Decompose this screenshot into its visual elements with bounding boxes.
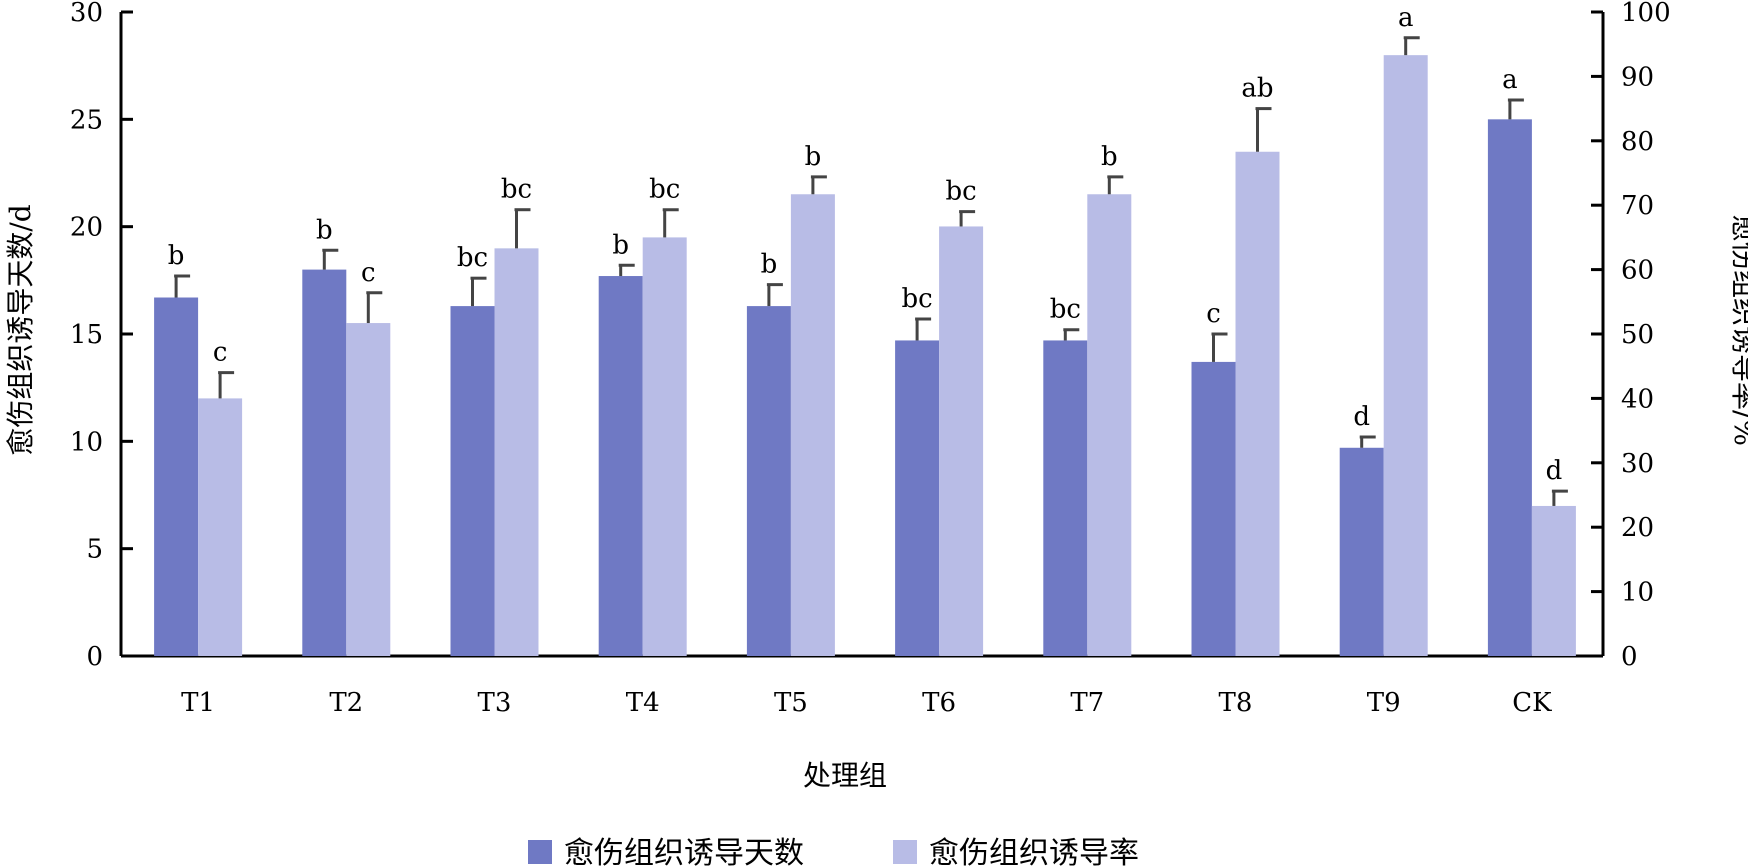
x-tick-label: T8 (1219, 688, 1253, 718)
x-tick-label: T9 (1367, 688, 1401, 718)
legend-swatch-days (528, 840, 552, 864)
legend-swatch-rate (893, 840, 917, 864)
significance-label: bc (1050, 295, 1081, 325)
significance-label: b (805, 142, 822, 172)
bar (1191, 361, 1236, 656)
x-tick-label: T4 (626, 688, 660, 718)
significance-label: b (1101, 142, 1118, 172)
significance-label: bc (649, 175, 680, 205)
significance-label: b (612, 230, 629, 260)
significance-label: c (213, 338, 228, 368)
x-tick-label: T1 (181, 688, 215, 718)
significance-label: c (361, 258, 376, 288)
y-tick-label-right: 40 (1621, 384, 1654, 414)
x-tick-label: CK (1512, 688, 1552, 718)
legend-label-days: 愈伤组织诱导天数 (564, 836, 804, 868)
bar (154, 297, 199, 656)
significance-label: b (761, 250, 778, 280)
y-tick-label-left: 10 (70, 427, 103, 457)
bar (346, 323, 391, 656)
bar (1531, 505, 1576, 656)
x-tick-label: T3 (478, 688, 512, 718)
y-tick-label-right: 20 (1621, 513, 1654, 543)
x-tick-label: T2 (329, 688, 363, 718)
significance-label: bc (501, 175, 532, 205)
y-tick-label-right: 80 (1621, 127, 1654, 157)
significance-label: c (1206, 299, 1221, 329)
y-tick-label-left: 25 (70, 105, 103, 135)
significance-label: ab (1241, 74, 1273, 104)
significance-label: bc (945, 177, 976, 207)
significance-label: b (316, 215, 333, 245)
bar (494, 248, 539, 656)
bar (1043, 340, 1088, 656)
y-tick-label-right: 70 (1621, 191, 1654, 221)
bar (598, 276, 643, 656)
y-tick-label-right: 10 (1621, 578, 1654, 608)
bar (895, 340, 940, 656)
y-tick-label-left: 20 (70, 213, 103, 243)
significance-label: a (1502, 65, 1518, 95)
y-tick-label-left: 0 (86, 642, 103, 672)
significance-label: bc (457, 243, 488, 273)
tick-labels: 0 5 10 15 20 25 30 0 10 20 30 40 50 60 70 80 90 100 T1 T2 T3… (70, 0, 1671, 718)
y-tick-label-right: 30 (1621, 449, 1654, 479)
y-tick-label-left: 30 (70, 0, 103, 28)
significance-label: d (1546, 456, 1563, 486)
bar (198, 398, 243, 656)
legend-label-rate: 愈伤组织诱导率 (929, 836, 1139, 868)
significance-label: a (1398, 3, 1414, 33)
y-tick-label-left: 15 (70, 320, 103, 350)
legend: 愈伤组织诱导天数 愈伤组织诱导率 (528, 836, 1139, 868)
bars (154, 55, 1576, 657)
y-tick-label-right: 50 (1621, 320, 1654, 350)
bar (1487, 119, 1532, 657)
x-tick-label: T6 (922, 688, 956, 718)
y-tick-label-right: 90 (1621, 62, 1654, 92)
y-tick-label-left: 5 (86, 535, 103, 565)
bar (1087, 194, 1132, 656)
x-tick-label: T5 (774, 688, 808, 718)
bar (450, 306, 495, 656)
x-axis-title: 处理组 (803, 759, 887, 792)
bar (1339, 447, 1384, 656)
y-axis-title-left: 愈伤组织诱导天数/d (4, 204, 37, 455)
bar (939, 226, 984, 656)
x-tick-label: T7 (1070, 688, 1104, 718)
significance-label: bc (901, 284, 932, 314)
bar (1235, 151, 1280, 657)
error-bars (174, 36, 1568, 506)
bar (1383, 55, 1428, 656)
bar (302, 269, 347, 656)
y-tick-label-right: 0 (1621, 642, 1638, 672)
y-tick-label-right: 100 (1621, 0, 1671, 28)
significance-label: b (168, 241, 185, 271)
bar (746, 306, 791, 656)
y-axis-title-right: 愈伤组织诱导率/% (1728, 214, 1748, 446)
significance-label: d (1353, 402, 1370, 432)
bar (642, 237, 687, 656)
y-tick-label-right: 60 (1621, 256, 1654, 286)
bar (790, 194, 835, 656)
